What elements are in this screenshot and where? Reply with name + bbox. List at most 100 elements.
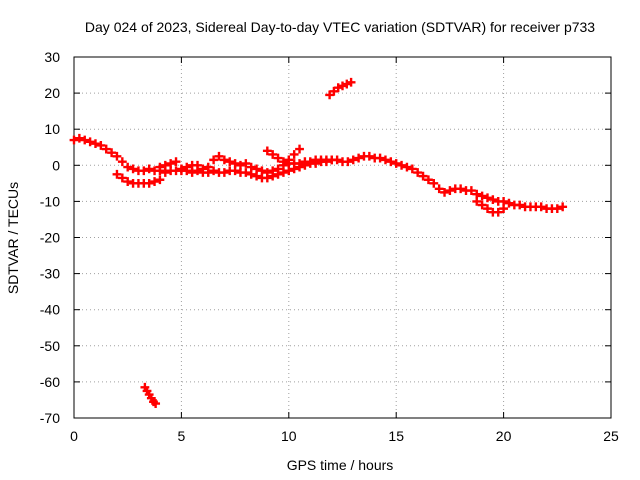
- data-point: [515, 200, 525, 210]
- data-point: [144, 164, 154, 174]
- data-point: [69, 135, 79, 145]
- data-point: [171, 157, 181, 167]
- y-tick-label: 20: [44, 85, 60, 101]
- data-point: [456, 184, 466, 194]
- data-point: [112, 151, 122, 161]
- data-point: [219, 155, 229, 165]
- series-low-arc: [140, 382, 161, 408]
- data-point: [386, 157, 396, 167]
- data-point: [483, 204, 492, 214]
- data-point: [123, 162, 133, 172]
- data-point: [107, 148, 116, 158]
- x-tick-label: 5: [178, 428, 186, 444]
- data-point: [214, 151, 224, 161]
- x-tick-label: 25: [603, 428, 619, 444]
- data-point: [85, 137, 95, 147]
- data-point: [246, 169, 256, 179]
- data-point: [230, 159, 240, 168]
- data-point: [236, 160, 245, 170]
- data-point: [493, 207, 503, 217]
- data-point: [279, 168, 288, 177]
- data-point: [472, 197, 482, 206]
- data-point: [488, 195, 498, 204]
- y-tick-label: 10: [44, 121, 60, 137]
- data-point: [295, 159, 304, 168]
- data-point: [150, 177, 159, 186]
- series-high-arc: [325, 77, 356, 100]
- data-point: [279, 157, 288, 167]
- data-point: [241, 159, 251, 168]
- data-point: [268, 150, 278, 159]
- data-point: [230, 166, 240, 176]
- data-point: [155, 162, 165, 172]
- data-point: [418, 171, 428, 181]
- y-tick-label: -40: [40, 302, 60, 318]
- data-point: [91, 139, 100, 149]
- data-point: [434, 184, 444, 194]
- data-point: [327, 155, 337, 165]
- data-point: [252, 171, 261, 181]
- data-point: [144, 178, 154, 188]
- series-main-trend: [69, 133, 568, 214]
- data-point: [329, 86, 339, 96]
- data-point: [499, 204, 508, 214]
- data-point: [483, 193, 492, 203]
- data-point: [552, 204, 562, 214]
- series-late-dip: [472, 197, 508, 217]
- y-axis-label: SDTVAR / TECUs: [5, 182, 21, 294]
- data-point: [117, 157, 127, 167]
- data-point: [284, 166, 294, 176]
- data-point: [241, 168, 251, 177]
- data-point: [273, 164, 283, 174]
- data-point: [96, 141, 106, 150]
- data-point: [558, 202, 568, 212]
- data-point: [381, 155, 390, 165]
- data-point: [354, 153, 364, 163]
- data-point: [151, 399, 161, 408]
- chart-title: Day 024 of 2023, Sidereal Day-to-day VTE…: [85, 19, 595, 35]
- data-point: [80, 135, 90, 145]
- data-point: [219, 168, 229, 177]
- tick-labels: 0 5 10 15 20 25 -70 -60 -50 -40 -30 -20 -10 0 10 20 30: [40, 49, 619, 444]
- data-point: [305, 157, 315, 167]
- data-point: [246, 162, 256, 172]
- x-tick-label: 10: [281, 428, 297, 444]
- series-upper-ridge: [262, 146, 337, 168]
- data-point: [177, 164, 186, 174]
- data-point: [440, 187, 449, 197]
- data-point: [466, 186, 476, 195]
- data-point: [325, 90, 335, 100]
- data-point: [413, 168, 423, 177]
- data-point: [477, 200, 487, 210]
- data-point: [155, 175, 165, 185]
- data-point: [536, 202, 546, 212]
- data-point: [445, 186, 455, 195]
- data-point: [391, 159, 401, 168]
- axes: [73, 56, 612, 419]
- data-point: [203, 162, 213, 172]
- data-point: [289, 150, 299, 159]
- data-point: [268, 166, 278, 176]
- data-point: [477, 191, 487, 201]
- y-tick-label: -10: [40, 193, 60, 209]
- data-point: [160, 168, 170, 177]
- data-point: [273, 153, 283, 163]
- data-point: [429, 178, 439, 188]
- y-tick-label: -60: [40, 374, 60, 390]
- data-point: [397, 160, 406, 170]
- data-point: [101, 144, 111, 154]
- data-point: [117, 173, 127, 183]
- data-point: [424, 175, 433, 185]
- x-tick-label: 15: [388, 428, 404, 444]
- data-point: [198, 164, 208, 174]
- data-point: [128, 164, 138, 174]
- data-point: [346, 77, 356, 87]
- data-point: [209, 166, 219, 176]
- data-points: [69, 77, 568, 408]
- y-tick-label: -70: [40, 410, 60, 426]
- data-point: [166, 159, 176, 168]
- data-point: [407, 164, 417, 174]
- data-point: [402, 162, 412, 172]
- data-point: [295, 144, 304, 154]
